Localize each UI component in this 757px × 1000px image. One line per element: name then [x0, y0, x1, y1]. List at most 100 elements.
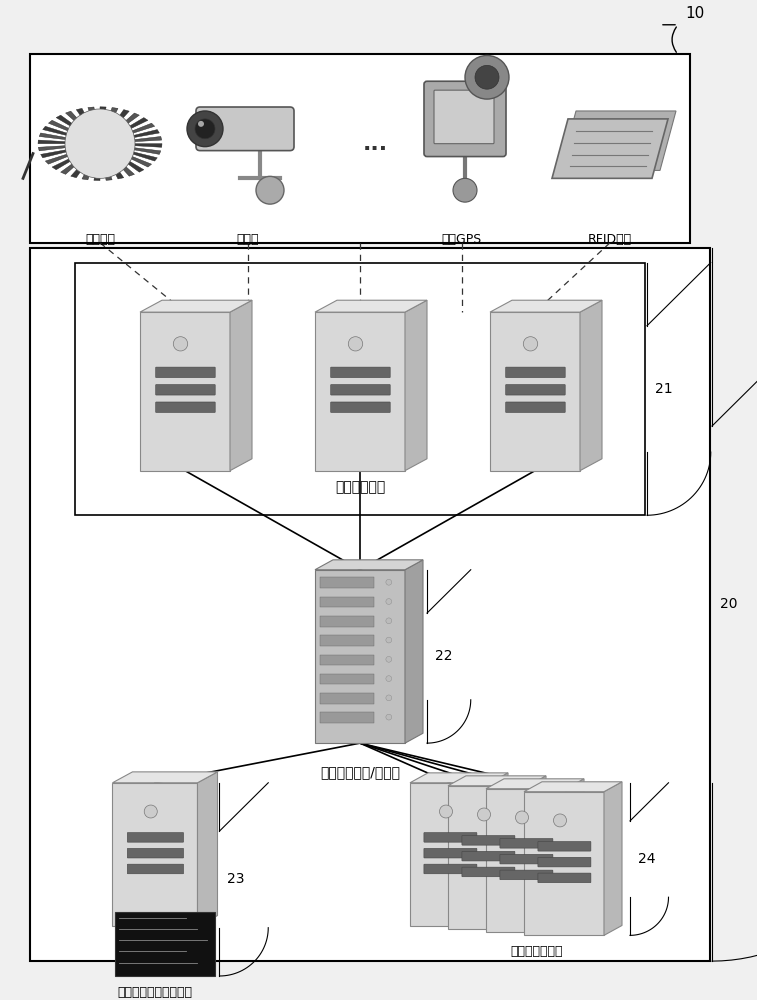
Text: ...: ... [363, 134, 388, 154]
Text: 摄像头: 摄像头 [237, 233, 259, 246]
FancyBboxPatch shape [462, 867, 515, 877]
Circle shape [475, 65, 499, 89]
Polygon shape [135, 144, 162, 147]
FancyBboxPatch shape [462, 851, 515, 861]
Circle shape [145, 805, 157, 818]
Text: 10: 10 [685, 6, 704, 21]
FancyBboxPatch shape [196, 107, 294, 151]
Circle shape [348, 337, 363, 351]
Polygon shape [230, 300, 252, 471]
Polygon shape [88, 107, 97, 123]
Polygon shape [486, 779, 584, 789]
Polygon shape [56, 115, 78, 129]
Polygon shape [66, 111, 83, 126]
Polygon shape [524, 792, 604, 935]
FancyBboxPatch shape [115, 912, 215, 976]
Circle shape [553, 814, 566, 827]
Text: 通信服务器组: 通信服务器组 [335, 480, 385, 494]
Text: 20: 20 [720, 597, 737, 611]
Polygon shape [552, 119, 668, 178]
FancyBboxPatch shape [538, 873, 591, 883]
Text: RFID车牌: RFID车牌 [588, 233, 632, 246]
FancyBboxPatch shape [320, 577, 375, 588]
FancyBboxPatch shape [320, 616, 375, 627]
Circle shape [465, 55, 509, 99]
Polygon shape [113, 772, 217, 783]
Polygon shape [41, 150, 67, 158]
Circle shape [198, 121, 204, 127]
FancyBboxPatch shape [331, 385, 390, 395]
Polygon shape [127, 155, 151, 167]
Polygon shape [76, 108, 90, 124]
Polygon shape [315, 300, 427, 312]
Polygon shape [113, 783, 198, 926]
Polygon shape [524, 782, 622, 792]
Polygon shape [448, 786, 528, 929]
FancyBboxPatch shape [462, 836, 515, 845]
FancyBboxPatch shape [30, 54, 690, 243]
FancyBboxPatch shape [424, 848, 477, 858]
Circle shape [173, 337, 188, 351]
Polygon shape [315, 570, 405, 743]
FancyBboxPatch shape [320, 635, 375, 646]
Text: 计算服务器集群: 计算服务器集群 [511, 945, 563, 958]
FancyBboxPatch shape [434, 90, 494, 144]
Polygon shape [133, 148, 160, 154]
FancyBboxPatch shape [320, 597, 375, 607]
FancyBboxPatch shape [506, 402, 565, 412]
Polygon shape [132, 130, 159, 138]
Polygon shape [117, 161, 135, 176]
Polygon shape [566, 779, 584, 932]
Polygon shape [560, 111, 676, 170]
Polygon shape [580, 300, 602, 471]
Polygon shape [490, 300, 602, 312]
FancyBboxPatch shape [30, 248, 710, 961]
FancyBboxPatch shape [538, 857, 591, 867]
Polygon shape [111, 163, 123, 179]
Circle shape [386, 714, 391, 720]
Polygon shape [42, 126, 69, 136]
Polygon shape [104, 164, 112, 180]
Polygon shape [490, 312, 580, 471]
Polygon shape [94, 164, 100, 181]
Polygon shape [61, 160, 80, 174]
Polygon shape [122, 158, 144, 172]
FancyBboxPatch shape [331, 367, 390, 378]
FancyBboxPatch shape [127, 864, 183, 874]
Polygon shape [315, 312, 405, 471]
Polygon shape [114, 110, 129, 125]
Polygon shape [38, 140, 65, 144]
FancyBboxPatch shape [127, 848, 183, 858]
Circle shape [478, 808, 491, 821]
FancyBboxPatch shape [320, 712, 375, 723]
Circle shape [523, 337, 537, 351]
Polygon shape [198, 772, 217, 926]
Polygon shape [486, 789, 566, 932]
Circle shape [65, 109, 135, 178]
Circle shape [386, 618, 391, 624]
Circle shape [187, 111, 223, 147]
Circle shape [195, 119, 215, 139]
Polygon shape [134, 136, 162, 142]
FancyBboxPatch shape [500, 839, 553, 848]
Circle shape [386, 656, 391, 662]
FancyBboxPatch shape [156, 367, 215, 378]
Polygon shape [52, 157, 75, 170]
FancyBboxPatch shape [424, 864, 477, 874]
Polygon shape [405, 560, 423, 743]
Text: 车载GPS: 车载GPS [442, 233, 482, 246]
Polygon shape [39, 146, 66, 151]
FancyBboxPatch shape [506, 385, 565, 395]
Circle shape [453, 178, 477, 202]
Polygon shape [604, 782, 622, 935]
FancyBboxPatch shape [506, 367, 565, 378]
Polygon shape [410, 783, 490, 926]
Polygon shape [140, 300, 252, 312]
Polygon shape [107, 108, 118, 124]
Circle shape [516, 811, 528, 824]
Circle shape [386, 637, 391, 643]
Text: 21: 21 [655, 382, 673, 396]
Circle shape [386, 599, 391, 604]
FancyBboxPatch shape [320, 674, 375, 684]
Polygon shape [129, 123, 154, 134]
